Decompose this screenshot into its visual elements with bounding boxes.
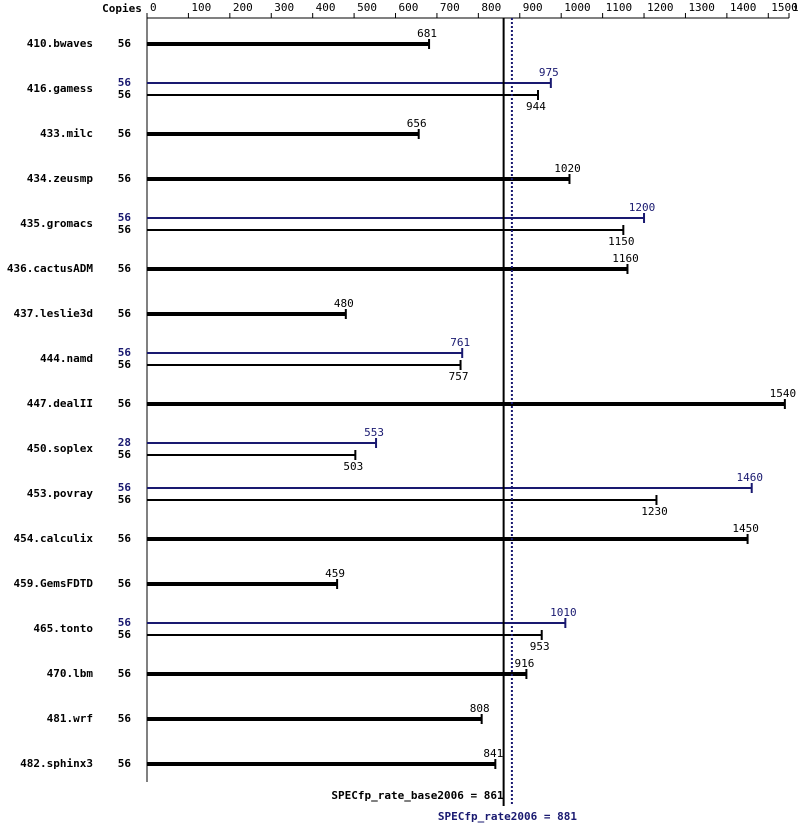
category-label: 453.povray — [27, 487, 94, 500]
value-label: 656 — [407, 117, 427, 130]
value-label: 681 — [417, 27, 437, 40]
category-label: 482.sphinx3 — [20, 757, 93, 770]
category-label: 434.zeusmp — [27, 172, 94, 185]
copies-header: Copies — [102, 2, 142, 15]
x-tick-label: 1000 — [564, 1, 591, 14]
x-tick-label: 1500 — [771, 1, 798, 14]
category-label: 481.wrf — [47, 712, 93, 725]
reference-label: SPECfp_rate_base2006 = 861 — [331, 789, 504, 802]
copies-label: 56 — [118, 76, 132, 89]
x-tick-label: 0 — [150, 1, 157, 14]
category-label: 454.calculix — [14, 532, 94, 545]
copies-label: 56 — [118, 667, 132, 680]
copies-label: 56 — [118, 262, 132, 275]
value-label: 1460 — [736, 471, 763, 484]
category-label: 459.GemsFDTD — [14, 577, 94, 590]
copies-label: 56 — [118, 481, 132, 494]
category-label: 435.gromacs — [20, 217, 93, 230]
copies-label: 56 — [118, 757, 132, 770]
x-tick-label: 700 — [440, 1, 460, 14]
value-label: 841 — [483, 747, 503, 760]
category-label: 437.leslie3d — [14, 307, 93, 320]
category-label: 450.soplex — [27, 442, 94, 455]
copies-label: 56 — [118, 172, 132, 185]
reference-label: SPECfp_rate2006 = 881 — [438, 810, 577, 823]
value-label: 761 — [450, 336, 470, 349]
value-label: 1450 — [732, 522, 759, 535]
copies-label: 56 — [118, 223, 132, 236]
copies-label: 56 — [118, 577, 132, 590]
value-label: 503 — [343, 460, 363, 473]
copies-label: 56 — [118, 307, 132, 320]
category-label: 410.bwaves — [27, 37, 93, 50]
category-label: 416.gamess — [27, 82, 93, 95]
value-label: 1010 — [550, 606, 577, 619]
category-label: 465.tonto — [33, 622, 93, 635]
category-label: 447.dealII — [27, 397, 93, 410]
copies-label: 56 — [118, 616, 132, 629]
value-label: 553 — [364, 426, 384, 439]
value-label: 1160 — [612, 252, 639, 265]
x-tick-label: 900 — [523, 1, 543, 14]
x-tick-label: 800 — [481, 1, 501, 14]
copies-label: 28 — [118, 436, 131, 449]
x-tick-label: 1550 — [792, 1, 799, 14]
value-label: 1230 — [641, 505, 668, 518]
value-label: 1540 — [770, 387, 797, 400]
copies-label: 56 — [118, 127, 132, 140]
x-tick-label: 1300 — [688, 1, 715, 14]
value-label: 808 — [470, 702, 490, 715]
x-tick-label: 1200 — [647, 1, 674, 14]
value-label: 480 — [334, 297, 354, 310]
category-label: 433.milc — [40, 127, 93, 140]
x-tick-label: 400 — [316, 1, 336, 14]
value-label: 459 — [325, 567, 345, 580]
copies-label: 56 — [118, 532, 132, 545]
value-label: 1200 — [629, 201, 656, 214]
value-label: 975 — [539, 66, 559, 79]
value-label: 944 — [526, 100, 546, 113]
category-label: 470.lbm — [47, 667, 94, 680]
value-label: 1150 — [608, 235, 635, 248]
x-tick-label: 100 — [191, 1, 211, 14]
value-label: 916 — [514, 657, 534, 670]
copies-label: 56 — [118, 628, 132, 641]
x-tick-label: 600 — [399, 1, 419, 14]
value-label: 757 — [449, 370, 469, 383]
x-tick-label: 300 — [274, 1, 294, 14]
copies-label: 56 — [118, 37, 132, 50]
category-label: 436.cactusADM — [7, 262, 93, 275]
copies-label: 56 — [118, 493, 132, 506]
x-tick-label: 500 — [357, 1, 377, 14]
copies-label: 56 — [118, 448, 132, 461]
copies-label: 56 — [118, 346, 132, 359]
copies-label: 56 — [118, 397, 132, 410]
value-label: 953 — [530, 640, 550, 653]
copies-label: 56 — [118, 88, 132, 101]
value-label: 1020 — [554, 162, 581, 175]
category-label: 444.namd — [40, 352, 93, 365]
copies-label: 56 — [118, 211, 132, 224]
copies-label: 56 — [118, 358, 132, 371]
x-tick-label: 1100 — [606, 1, 633, 14]
x-tick-label: 1400 — [730, 1, 757, 14]
copies-label: 56 — [118, 712, 132, 725]
x-tick-label: 200 — [233, 1, 253, 14]
